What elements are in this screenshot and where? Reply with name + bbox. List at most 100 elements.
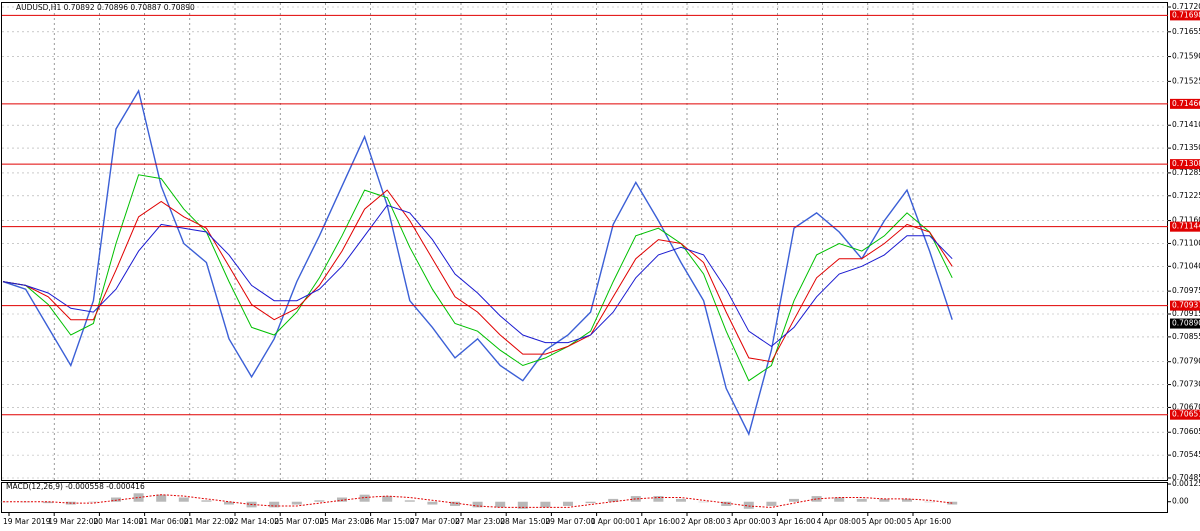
histogram-bar: [540, 501, 551, 508]
main-pane: [1, 2, 1168, 481]
last-price-label: 0.70890: [1172, 319, 1200, 328]
macd-pane: [1, 482, 1168, 513]
histogram-bar: [495, 501, 506, 508]
y-tick-label: 0.71100: [1172, 238, 1200, 247]
histogram-bar: [879, 498, 890, 502]
histogram-bar: [743, 501, 754, 509]
level-label-bg: [1170, 300, 1200, 311]
histogram-bar: [291, 501, 302, 505]
histogram-bar: [630, 496, 641, 502]
level-label: 0.70937: [1172, 301, 1200, 310]
x-tick-label: 26 Mar 15:00: [365, 517, 415, 526]
x-tick-label: 5 Apr 00:00: [862, 517, 906, 526]
level-label: 0.70651: [1172, 410, 1200, 419]
histogram-bar: [856, 498, 867, 502]
x-tick-label: 28 Mar 15:00: [500, 517, 550, 526]
histogram-bar: [450, 501, 460, 506]
y-tick-label: 0.71525: [1172, 76, 1200, 85]
histogram-bar: [337, 497, 347, 502]
histogram-bar: [585, 501, 596, 504]
y-tick-label: 0.70790: [1172, 357, 1200, 366]
y-tick-label: 0.71720: [1172, 2, 1200, 11]
histogram-bar: [269, 501, 280, 508]
y-tick-label: 0.70605: [1172, 427, 1200, 436]
y-tick-label: 0.71350: [1172, 143, 1200, 152]
macd-title: MACD(12,26,9) -0.000558 -0.000416: [6, 482, 145, 491]
histogram-bar: [314, 500, 325, 502]
histogram-bar: [88, 501, 99, 503]
y-tick-label: 0.00: [1172, 497, 1189, 506]
x-tick-label: 29 Mar 07:00: [545, 517, 595, 526]
histogram-bar: [924, 501, 935, 503]
level-label-bg: [1170, 409, 1200, 420]
histogram-bar: [608, 498, 619, 502]
y-tick-label: 0.71160: [1172, 216, 1200, 225]
y-tick-label: 0.70670: [1172, 402, 1200, 411]
series-line: [2, 174, 953, 382]
x-tick-label: 19 Mar 22:00: [48, 517, 98, 526]
histogram-bar: [811, 496, 822, 502]
y-tick-label: 0.71285: [1172, 168, 1200, 177]
histogram-bar: [201, 500, 212, 502]
x-tick-label: 27 Mar 23:00: [455, 517, 505, 526]
last-price-bg: [1170, 318, 1200, 329]
x-tick-label: 25 Mar 23:00: [319, 517, 369, 526]
histogram-bar: [111, 497, 121, 502]
x-tick-label: 20 Mar 14:00: [93, 517, 143, 526]
histogram-bar: [224, 501, 234, 505]
y-tick-label: 0.70545: [1172, 450, 1200, 459]
level-label: 0.71698: [1172, 10, 1200, 19]
y-tick-label: 0.71590: [1172, 52, 1200, 61]
x-tick-label: 3 Apr 00:00: [726, 517, 770, 526]
histogram-bar: [404, 500, 415, 502]
level-label-bg: [1170, 159, 1200, 170]
level-label: 0.71308: [1172, 159, 1200, 168]
histogram-bar: [698, 501, 709, 503]
histogram-bar: [676, 498, 686, 502]
x-tick-label: 27 Mar 07:00: [410, 517, 460, 526]
series-line: [2, 204, 953, 348]
histogram-bar: [902, 498, 912, 502]
x-tick-label: 1 Apr 16:00: [636, 517, 680, 526]
histogram-bar: [721, 501, 732, 506]
histogram-bar: [947, 501, 958, 505]
histogram-bar: [133, 493, 144, 502]
histogram-bar: [427, 501, 438, 505]
x-tick-label: 21 Mar 22:00: [184, 517, 234, 526]
x-tick-label: 21 Mar 06:00: [139, 517, 189, 526]
y-tick-label: 0.70975: [1172, 286, 1200, 295]
histogram-bar: [789, 498, 799, 502]
chart-title: AUDUSD,H1 0.70892 0.70896 0.70887 0.7089…: [16, 3, 195, 12]
y-tick-label: 0.71655: [1172, 27, 1200, 36]
x-tick-label: 5 Apr 16:00: [907, 517, 951, 526]
x-tick-label: 2 Apr 08:00: [681, 517, 725, 526]
y-tick-label: 0.70915: [1172, 309, 1200, 318]
series-line: [3, 494, 953, 508]
y-tick-label: 0.71410: [1172, 120, 1200, 129]
y-tick-label: 0.71040: [1172, 261, 1200, 270]
histogram-bar: [43, 501, 54, 504]
histogram-bar: [359, 494, 370, 502]
level-label-bg: [1170, 10, 1200, 21]
series-line: [2, 89, 953, 437]
histogram-bar: [382, 496, 393, 502]
y-tick-label: 0.71225: [1172, 191, 1200, 200]
y-tick-label: 0.70855: [1172, 332, 1200, 341]
y-tick-label: 0.70485: [1172, 473, 1200, 482]
x-tick-label: 22 Mar 14:00: [229, 517, 279, 526]
y-tick-label: 0.70730: [1172, 380, 1200, 389]
level-label: 0.71144: [1172, 222, 1200, 231]
x-tick-label: 4 Apr 08:00: [817, 517, 861, 526]
histogram-bar: [517, 501, 528, 509]
series-line: [2, 189, 953, 363]
x-tick-label: 3 Apr 16:00: [771, 517, 815, 526]
histogram-bar: [178, 497, 189, 502]
x-tick-label: 1 Apr 00:00: [591, 517, 635, 526]
histogram-bar: [472, 501, 483, 508]
x-tick-label: 25 Mar 07:00: [274, 517, 324, 526]
y-tick-label: 0.001256: [1172, 479, 1200, 488]
histogram-bar: [766, 501, 777, 506]
histogram-bar: [563, 501, 573, 506]
